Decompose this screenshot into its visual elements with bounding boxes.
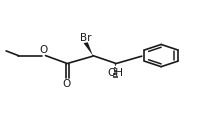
Polygon shape <box>84 42 93 56</box>
Text: O: O <box>40 45 48 55</box>
Text: Br: Br <box>80 33 91 43</box>
Text: O: O <box>62 79 70 89</box>
Text: OH: OH <box>107 68 123 79</box>
